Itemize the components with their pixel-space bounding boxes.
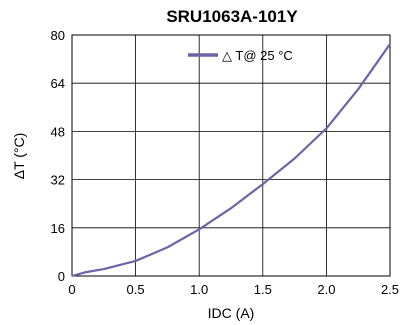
x-tick-label: 0 <box>68 282 75 297</box>
y-tick-label: 48 <box>51 124 65 139</box>
grid <box>72 35 390 276</box>
x-tick-label: 2.0 <box>317 282 335 297</box>
y-tick-label: 0 <box>58 269 65 284</box>
series-layer <box>71 43 391 278</box>
y-tick-label: 64 <box>51 76 65 91</box>
y-tick-label: 80 <box>51 28 65 43</box>
x-tick-label: 0.5 <box>127 282 145 297</box>
legend-label: △ T@ 25 °C <box>222 48 293 63</box>
legend: △ T@ 25 °C <box>188 48 293 63</box>
y-axis-label: ΔT (°C) <box>11 133 27 180</box>
plot-frame <box>71 34 391 277</box>
x-tick-label: 2.5 <box>381 282 399 297</box>
x-axis-label: IDC (A) <box>208 305 255 321</box>
series-line <box>71 43 391 278</box>
chart-title: SRU1063A-101Y <box>166 7 298 26</box>
x-tick-label: 1.0 <box>190 282 208 297</box>
x-tick-label: 1.5 <box>254 282 272 297</box>
y-tick-label: 16 <box>51 221 65 236</box>
tick-labels: 0 0.5 1.0 1.5 2.0 2.5 0 16 32 48 64 80 <box>51 28 400 297</box>
y-tick-label: 32 <box>51 173 65 188</box>
